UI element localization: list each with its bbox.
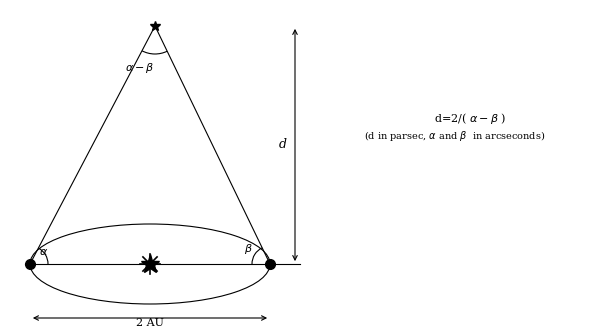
Text: $\beta$: $\beta$ [243, 242, 252, 256]
Text: $\alpha$: $\alpha$ [39, 247, 49, 257]
Text: 2 AU: 2 AU [136, 318, 164, 328]
Text: $\alpha-\beta$: $\alpha-\beta$ [125, 61, 155, 75]
Text: d: d [279, 137, 287, 151]
Text: d=2/( $\alpha-\beta$ ): d=2/( $\alpha-\beta$ ) [434, 111, 506, 126]
Text: (d in parsec, $\alpha$ and $\beta$  in arcseconds): (d in parsec, $\alpha$ and $\beta$ in ar… [364, 129, 546, 143]
